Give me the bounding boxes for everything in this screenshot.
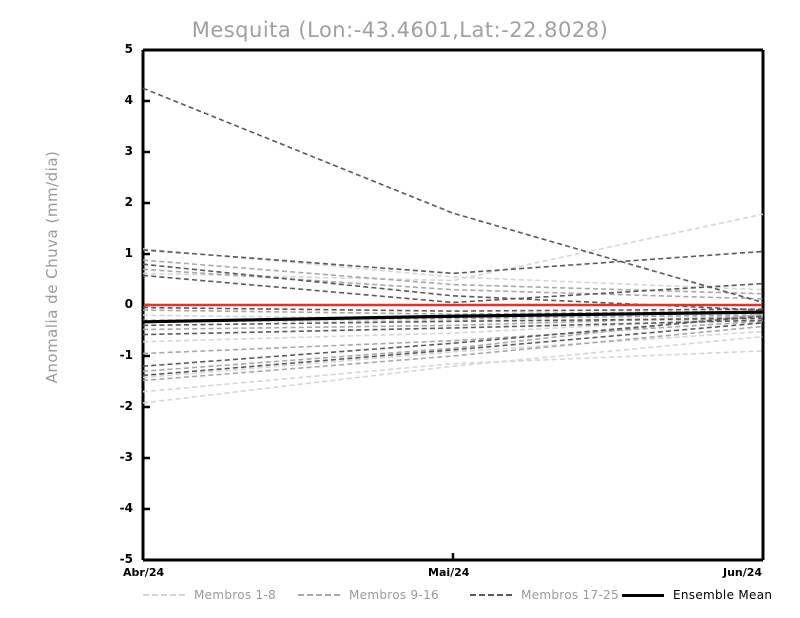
legend-item[interactable]: Membros 1-8 bbox=[143, 586, 276, 604]
legend-label: Ensemble Mean bbox=[673, 588, 773, 602]
legend-label: Membros 9-16 bbox=[349, 588, 439, 602]
legend-item[interactable]: Ensemble Mean bbox=[622, 586, 772, 604]
y-tick-label: -2 bbox=[119, 399, 133, 413]
y-axis-label: Anomalia de Chuva (mm/dia) bbox=[43, 150, 61, 384]
ensemble-member-line bbox=[142, 350, 764, 393]
y-tick-label: -4 bbox=[119, 501, 133, 515]
ensemble-member-line bbox=[142, 248, 764, 291]
y-tick-label: 2 bbox=[124, 195, 133, 209]
ensemble-member-line bbox=[142, 320, 764, 355]
ensemble-member-line bbox=[142, 274, 764, 304]
legend-label: Membros 17-25 bbox=[521, 588, 619, 602]
ensemble-member-line bbox=[142, 263, 764, 311]
legend-item[interactable]: Membros 9-16 bbox=[298, 586, 439, 604]
y-tick-label: 4 bbox=[124, 93, 133, 107]
legend-swatch-line bbox=[298, 594, 340, 596]
ensemble-member-line bbox=[142, 319, 764, 336]
ensemble-member-line bbox=[142, 259, 764, 295]
ensemble-member-line bbox=[142, 306, 764, 312]
chart-title: Mesquita (Lon:-43.4601,Lat:-22.8028) bbox=[191, 18, 609, 42]
legend-item[interactable]: Membros 17-25 bbox=[470, 586, 619, 604]
ensemble-member-line bbox=[142, 268, 764, 300]
y-tick-label: 3 bbox=[124, 144, 133, 158]
ensemble-member-line bbox=[142, 322, 764, 377]
x-tick-label: Abr/24 bbox=[123, 566, 165, 579]
ensemble-member-line bbox=[142, 213, 764, 282]
ensemble-mean-line bbox=[142, 310, 764, 324]
y-tick-label: 0 bbox=[124, 297, 133, 311]
y-tick-label: 1 bbox=[124, 246, 133, 260]
y-tick-label: -1 bbox=[119, 348, 133, 362]
y-tick-label: -3 bbox=[119, 450, 133, 464]
legend-label: Membros 1-8 bbox=[194, 588, 277, 602]
y-tick-label: 5 bbox=[124, 42, 133, 56]
ensemble-member-line bbox=[142, 335, 764, 404]
ensemble-member-line bbox=[142, 330, 764, 379]
ensemble-member-line bbox=[142, 87, 764, 304]
x-tick-label: Mai/24 bbox=[428, 566, 470, 579]
x-tick-label: Jun/24 bbox=[723, 566, 763, 579]
ensemble-member-line bbox=[142, 325, 764, 382]
chart-legend: Membros 1-8 Membros 9-16 Membros 17-25 Ense… bbox=[0, 586, 800, 606]
legend-swatch-line bbox=[143, 594, 185, 596]
ensemble-member-line bbox=[142, 317, 764, 327]
ensemble-member-line bbox=[142, 315, 764, 367]
legend-swatch-line bbox=[622, 593, 664, 597]
legend-swatch-line bbox=[470, 594, 512, 596]
y-tick-label: -5 bbox=[119, 552, 133, 566]
ensemble-member-line bbox=[142, 249, 764, 275]
